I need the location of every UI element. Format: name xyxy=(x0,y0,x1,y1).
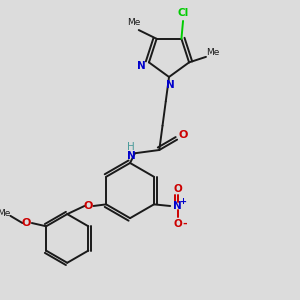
Text: H: H xyxy=(127,142,135,152)
Text: O: O xyxy=(173,184,182,194)
Text: O: O xyxy=(173,219,182,229)
Text: N: N xyxy=(137,61,146,70)
Text: O: O xyxy=(179,130,188,140)
Text: -: - xyxy=(182,219,187,229)
Text: Me: Me xyxy=(127,18,141,27)
Text: N: N xyxy=(173,201,182,211)
Text: N: N xyxy=(166,80,175,90)
Text: O: O xyxy=(21,218,31,228)
Text: +: + xyxy=(179,197,186,206)
Text: O: O xyxy=(84,201,93,211)
Text: Cl: Cl xyxy=(177,8,189,19)
Text: N: N xyxy=(127,151,135,161)
Text: Me: Me xyxy=(0,209,11,218)
Text: Me: Me xyxy=(206,47,219,56)
